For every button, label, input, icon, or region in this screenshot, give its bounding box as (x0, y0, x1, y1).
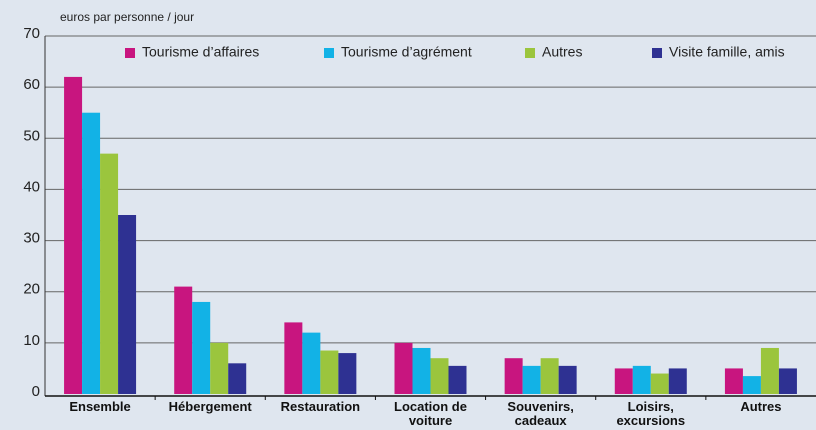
bar (174, 286, 193, 394)
x-tick-label: Souvenirs, cadeaux (507, 399, 574, 428)
bar (338, 353, 357, 394)
y-tick-label: 40 (23, 178, 40, 195)
x-tick-label: Location de voiture (394, 399, 467, 428)
y-tick-label: 10 (23, 332, 40, 349)
bar (228, 363, 247, 394)
legend-label: Tourisme d’affaires (142, 44, 259, 60)
bar (412, 347, 431, 394)
bar (650, 373, 669, 394)
legend-swatch (125, 48, 135, 58)
y-tick-label: 70 (23, 25, 40, 42)
y-tick-label: 20 (23, 281, 40, 298)
bar (394, 342, 413, 394)
bar (760, 347, 779, 394)
legend-label: Visite famille, amis (669, 44, 785, 60)
y-tick-label: 0 (32, 383, 40, 400)
legend-swatch (324, 48, 334, 58)
x-tick-label: Restauration (280, 399, 361, 414)
bar (210, 342, 229, 394)
legend-label: Autres (542, 44, 582, 60)
bar (504, 358, 523, 394)
bar (82, 112, 101, 394)
legend-swatch (525, 48, 535, 58)
bar (558, 365, 577, 394)
bar (302, 332, 321, 394)
bar (430, 358, 449, 394)
bar (64, 76, 83, 395)
bar (284, 322, 303, 394)
x-tick-label: Ensemble (69, 399, 131, 414)
bar (448, 365, 467, 394)
y-tick-label: 30 (23, 230, 40, 247)
x-tick-label: Hébergement (168, 399, 252, 414)
y-tick-label: 50 (23, 127, 40, 144)
bar (118, 215, 137, 394)
bar (614, 368, 633, 394)
legend-swatch (652, 48, 662, 58)
bar (778, 368, 797, 394)
y-tick-label: 60 (23, 76, 40, 93)
x-tick-label: Autres (740, 399, 782, 414)
bar (540, 358, 559, 394)
x-tick-label: Loisirs, excursions (616, 399, 686, 428)
bar (192, 301, 211, 394)
bar (320, 350, 339, 394)
bar (522, 365, 541, 394)
bar (668, 368, 687, 394)
bar (724, 368, 743, 394)
y-axis-label: euros par personne / jour (60, 10, 194, 24)
bar (632, 365, 651, 394)
bar (100, 153, 119, 394)
legend-label: Tourisme d’agrément (341, 44, 472, 60)
bar (742, 376, 761, 394)
